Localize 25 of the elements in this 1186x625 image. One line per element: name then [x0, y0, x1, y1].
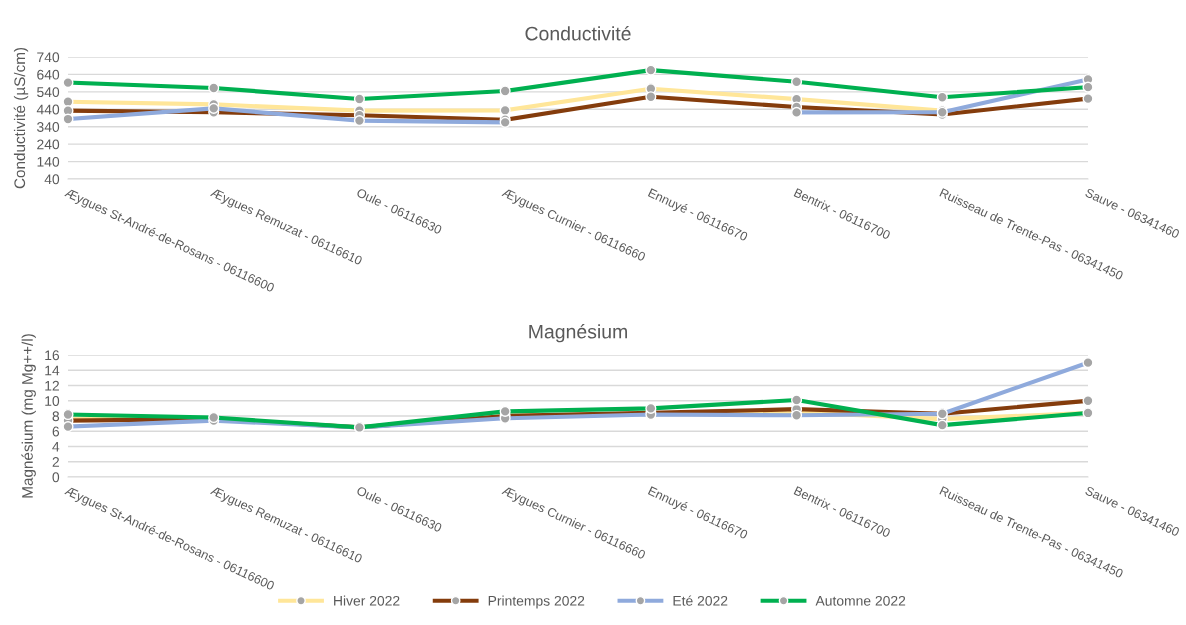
y-tick-label: 640 — [37, 69, 60, 80]
y-tick-label: 240 — [37, 139, 60, 150]
y-axis-title: Magnésium (mg Mg++/l) — [21, 334, 36, 498]
y-tick-label: 2 — [52, 457, 59, 467]
legend-label: Automne 2022 — [815, 595, 906, 606]
y-tick-label: 540 — [37, 87, 60, 98]
y-tick-label: 140 — [37, 156, 60, 167]
y-tick-label: 8 — [52, 411, 60, 422]
y-tick-label: 16 — [45, 350, 60, 361]
y-tick-label: 40 — [44, 174, 60, 185]
chart-title: Magnésium — [529, 324, 627, 343]
y-tick-label: 4 — [52, 441, 60, 452]
y-tick-label: 6 — [52, 426, 60, 437]
y-tick-label: 10 — [45, 396, 60, 406]
chart-title: Conductivité — [525, 26, 631, 41]
y-tick-label: 14 — [45, 365, 60, 376]
y-tick-label: 740 — [37, 52, 60, 63]
legend-label: Eté 2022 — [673, 595, 728, 606]
legend-label: Printemps 2022 — [488, 595, 585, 609]
legend-label: Hiver 2022 — [334, 595, 400, 606]
y-tick-label: 440 — [36, 104, 60, 115]
y-tick-label: 12 — [45, 380, 59, 391]
y-tick-label: 340 — [37, 122, 60, 132]
y-tick-label: 0 — [52, 472, 60, 483]
y-axis-title: Conductivité (µS/cm) — [13, 47, 29, 189]
